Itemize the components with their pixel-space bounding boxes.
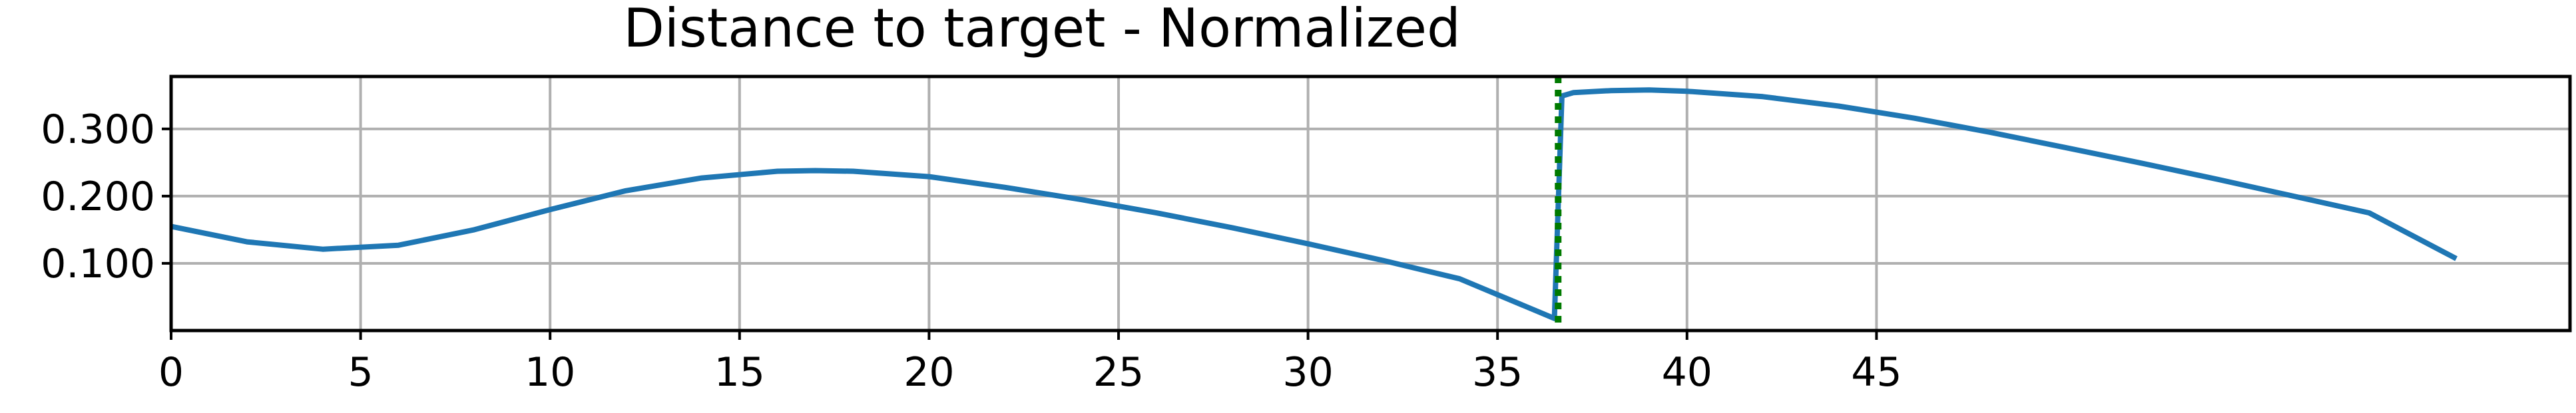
x-tick-label: 40 — [1662, 349, 1712, 396]
x-tick-label: 5 — [348, 349, 374, 396]
y-axis-ticks: 0.100 0.200 0.300 — [41, 106, 171, 287]
x-tick-label: 0 — [158, 349, 184, 396]
x-tick-label: 20 — [903, 349, 954, 396]
x-axis-ticks: 0 5 10 15 20 25 30 35 40 45 — [158, 331, 1902, 396]
chart-title: Distance to target - Normalized — [623, 0, 1461, 59]
y-tick-label: 0.100 — [41, 241, 155, 287]
x-tick-label: 30 — [1282, 349, 1333, 396]
x-tick-label: 45 — [1851, 349, 1902, 396]
x-tick-label: 10 — [525, 349, 575, 396]
grid-lines — [170, 76, 2570, 331]
series-line-0 — [170, 87, 2458, 321]
series-group — [170, 87, 2458, 321]
plot-frame — [169, 74, 2572, 333]
x-tick-label: 25 — [1093, 349, 1144, 396]
y-tick-label: 0.200 — [41, 174, 155, 220]
x-tick-label: 15 — [714, 349, 765, 396]
y-tick-label: 0.300 — [41, 106, 155, 153]
x-tick-label: 35 — [1472, 349, 1523, 396]
